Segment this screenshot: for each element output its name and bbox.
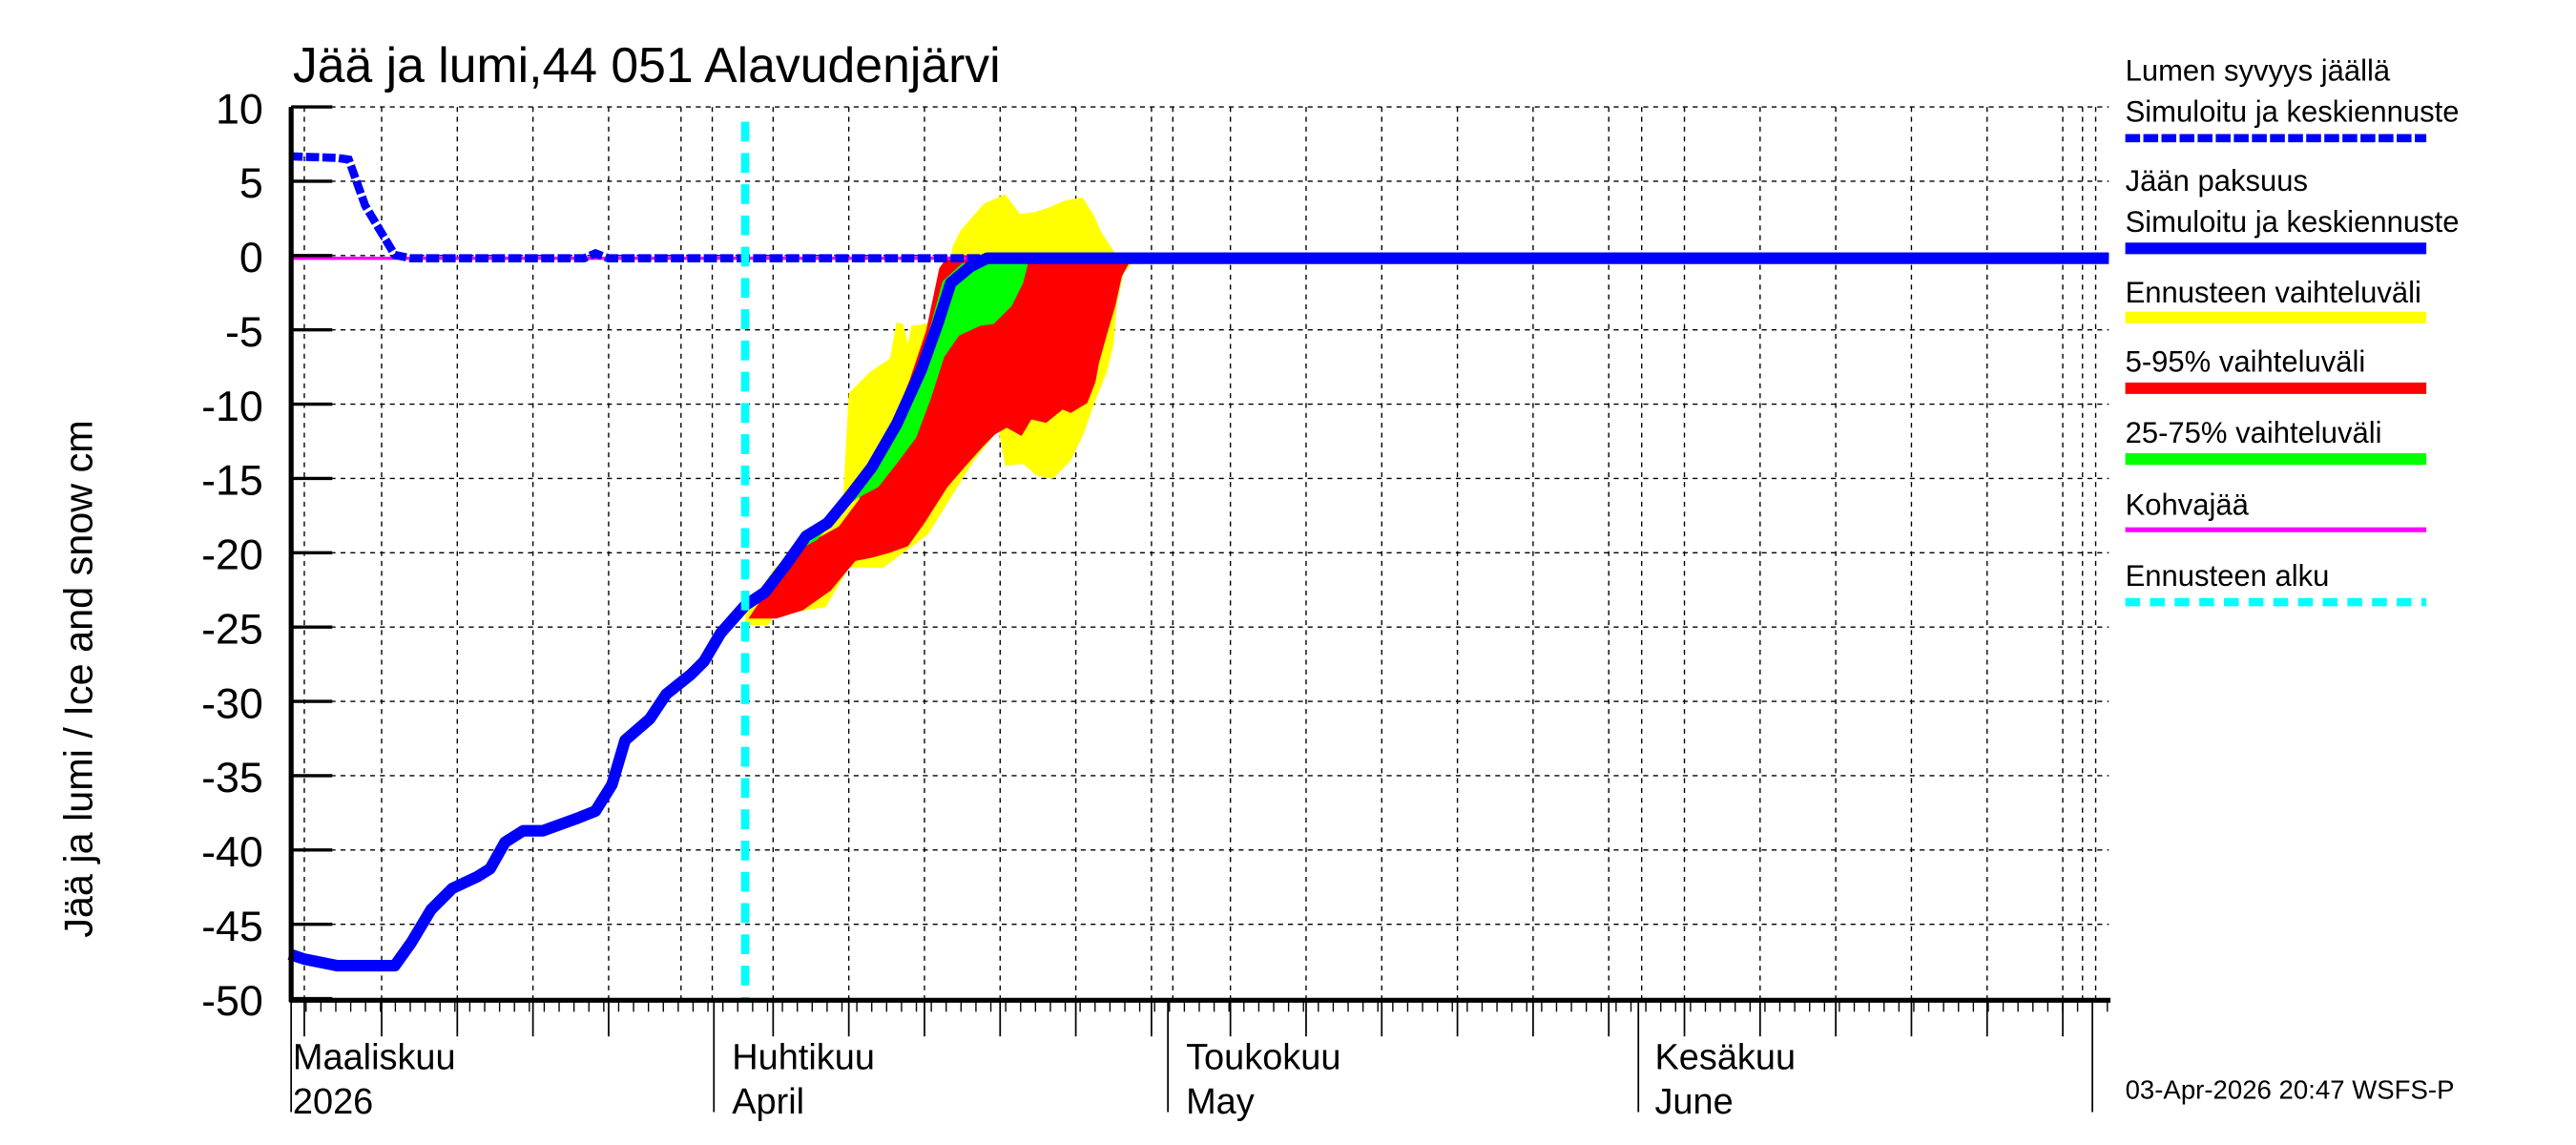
- y-axis-ticks: [291, 105, 333, 1001]
- legend-snow-label-1: Lumen syvyys jäällä: [2126, 53, 2391, 87]
- month-label-en-june: June: [1654, 1082, 1733, 1122]
- month-label-fi-june: Kesäkuu: [1654, 1038, 1796, 1078]
- forecast-bands: [745, 194, 1137, 626]
- y-tick-label: -25: [201, 605, 263, 653]
- y-tick-label: -50: [201, 977, 263, 1025]
- month-label-fi-april: Huhtikuu: [732, 1038, 875, 1078]
- month-label-en-april: April: [732, 1082, 804, 1122]
- x-month-labels: Maaliskuu 2026 Huhtikuu April Toukokuu M…: [293, 1038, 1796, 1123]
- y-tick-label: -10: [201, 383, 263, 430]
- legend-25-75-label: 25-75% vaihteluväli: [2126, 416, 2382, 449]
- y-tick-label: -30: [201, 679, 263, 727]
- grid: [291, 106, 2109, 999]
- chart-title: Jää ja lumi,44 051 Alavudenjärvi: [293, 37, 1001, 93]
- snow-depth-line: [289, 152, 987, 262]
- timestamp: 03-Apr-2026 20:47 WSFS-P: [2126, 1075, 2455, 1105]
- legend: Lumen syvyys jäällä Simuloitu ja keskien…: [2126, 53, 2460, 607]
- y-tick-label: -15: [201, 457, 263, 505]
- y-tick-labels: 10 5 0 -5 -10 -15 -20 -25 -30 -35 -40 -45 -50: [201, 85, 263, 1024]
- band-5-95: [748, 255, 1132, 619]
- y-tick-label: -40: [201, 828, 263, 876]
- y-tick-label: -35: [201, 754, 263, 802]
- y-tick-label: 0: [239, 234, 263, 281]
- legend-forecast-start-label: Ennusteen alku: [2126, 559, 2330, 593]
- legend-ice-label-2: Simuloitu ja keskiennuste: [2126, 205, 2460, 239]
- y-tick-label: -5: [225, 308, 263, 356]
- month-label-en-may: May: [1186, 1082, 1255, 1122]
- x-axis-ticks: [290, 1000, 2109, 1113]
- y-tick-label: 5: [239, 159, 263, 207]
- legend-kohvajaa-label: Kohvajää: [2126, 489, 2250, 522]
- legend-ice-label-1: Jään paksuus: [2126, 164, 2308, 198]
- y-tick-label: 10: [216, 85, 263, 133]
- legend-5-95-label: 5-95% vaihteluväli: [2126, 345, 2366, 379]
- y-tick-label: -20: [201, 531, 263, 579]
- month-label-fi-may: Toukokuu: [1186, 1038, 1340, 1078]
- y-axis-label: Jää ja lumi / Ice and snow cm: [57, 420, 101, 938]
- ice-thickness-line: [287, 252, 2109, 972]
- month-label-en-march: 2026: [293, 1082, 373, 1122]
- legend-snow-label-2: Simuloitu ja keskiennuste: [2126, 95, 2460, 129]
- y-tick-label: -45: [201, 903, 263, 950]
- month-label-fi-march: Maaliskuu: [293, 1038, 456, 1078]
- band-25-75: [802, 260, 1028, 549]
- legend-range-label: Ennusteen vaihteluväli: [2126, 276, 2421, 309]
